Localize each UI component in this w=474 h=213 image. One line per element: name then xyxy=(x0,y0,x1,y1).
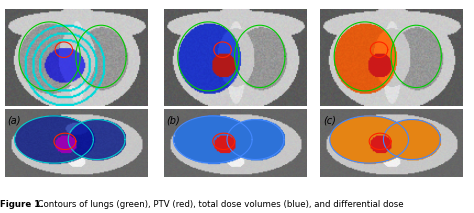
Text: (a): (a) xyxy=(8,115,21,125)
Text: (b): (b) xyxy=(166,115,180,125)
Text: Contours of lungs (green), PTV (red), total dose volumes (blue), and differentia: Contours of lungs (green), PTV (red), to… xyxy=(32,200,404,209)
Text: Figure 1.: Figure 1. xyxy=(0,200,44,209)
Text: (c): (c) xyxy=(323,115,336,125)
